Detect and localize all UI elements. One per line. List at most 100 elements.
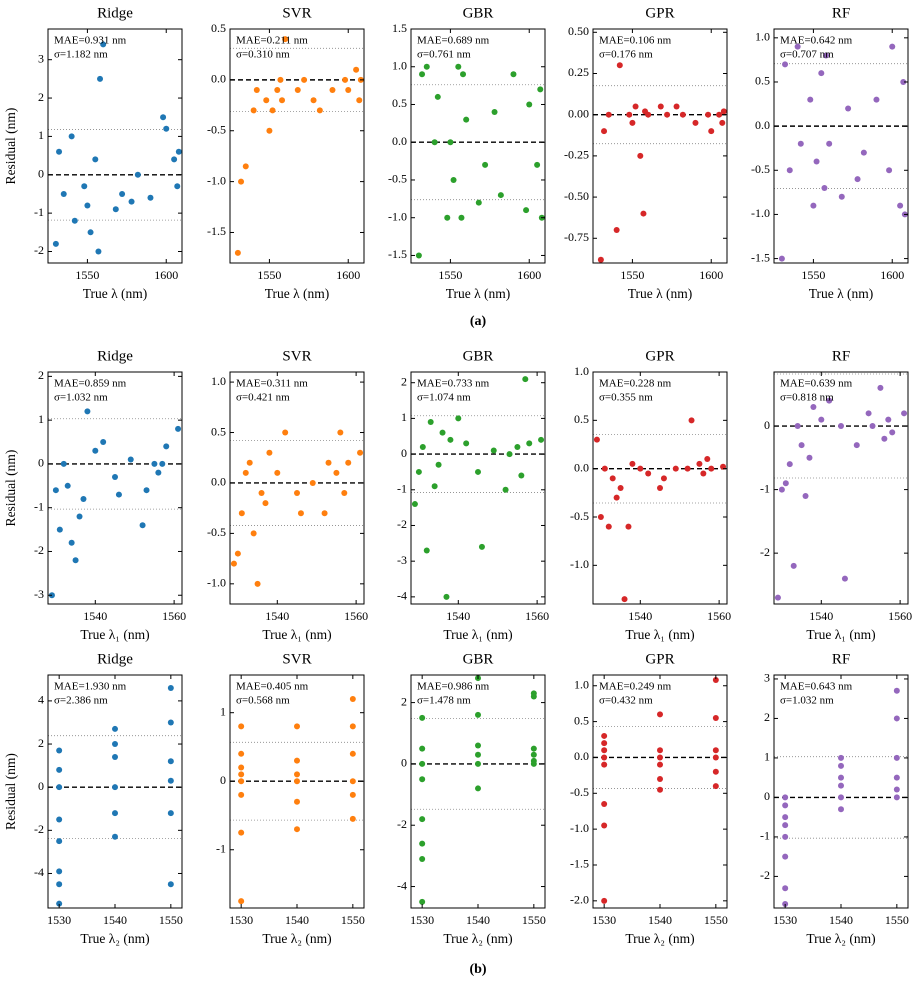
x-axis-label: True λ₂ (nm) — [262, 931, 331, 946]
y-tick-label: 0.25 — [568, 65, 589, 79]
y-tick-label: -2 — [397, 517, 407, 531]
point — [900, 78, 907, 85]
x-tick-label: 1550 — [704, 913, 728, 927]
point — [688, 417, 695, 424]
y-tick-label: -4 — [397, 878, 407, 892]
y-tick-label: 4 — [38, 693, 44, 707]
sigma-annotation: σ=0.355 nm — [599, 392, 653, 404]
point — [112, 741, 118, 748]
point — [52, 487, 59, 494]
point — [349, 815, 356, 822]
point — [838, 193, 845, 200]
x-tick-label: 1550 — [341, 913, 365, 927]
point — [238, 771, 245, 778]
point — [889, 43, 896, 50]
sigma-annotation: σ=2.386 nm — [54, 695, 108, 707]
point — [475, 760, 481, 767]
point — [419, 898, 426, 905]
axes-frame — [410, 674, 546, 909]
y-tick-label: -1.0 — [388, 209, 407, 223]
point — [175, 148, 182, 155]
y-tick-label: -4 — [397, 589, 407, 603]
y-tick-label: -2 — [34, 822, 44, 836]
x-axis-label: True λ (nm) — [628, 286, 693, 301]
point — [56, 747, 63, 754]
point — [673, 103, 680, 110]
point — [523, 207, 530, 214]
mae-annotation: MAE=0.689 nm — [417, 35, 490, 47]
point — [782, 853, 789, 860]
point — [167, 810, 174, 817]
x-axis-label: True λ₁ (nm) — [80, 627, 149, 642]
point — [353, 66, 360, 73]
mae-annotation: MAE=0.642 nm — [780, 35, 853, 47]
y-tick-label: 2 — [38, 736, 44, 750]
x-axis-label: True λ₂ (nm) — [806, 931, 875, 946]
point — [119, 190, 126, 197]
point — [87, 229, 94, 236]
point — [112, 833, 118, 840]
point — [435, 461, 442, 468]
x-tick-label: 1530 — [229, 913, 253, 927]
point — [92, 156, 99, 163]
point — [813, 158, 820, 165]
mae-annotation: MAE=0.106 nm — [599, 35, 672, 47]
y-tick-label: 0 — [764, 418, 770, 432]
point — [294, 778, 300, 785]
mae-annotation: MAE=0.931 nm — [54, 35, 127, 47]
point — [708, 465, 715, 472]
x-tick-label: 1530 — [47, 913, 71, 927]
point — [439, 429, 446, 436]
point — [160, 114, 167, 121]
axes-frame — [47, 371, 183, 605]
point — [68, 539, 75, 546]
point — [537, 86, 544, 93]
point — [345, 459, 352, 466]
sigma-annotation: σ=1.032 nm — [54, 392, 108, 404]
point — [337, 429, 344, 436]
point — [601, 801, 608, 808]
point — [601, 754, 608, 761]
y-tick-label: 1 — [220, 704, 226, 718]
point — [139, 522, 146, 529]
x-tick-label: 1550 — [75, 268, 99, 282]
point — [838, 782, 844, 789]
panel-label: (b) — [469, 962, 486, 977]
axes-frame — [773, 28, 909, 264]
y-tick-label: 0.0 — [211, 72, 226, 86]
point — [605, 111, 612, 118]
subplot-title: RF — [832, 348, 850, 364]
point — [230, 560, 237, 567]
point — [530, 757, 537, 764]
x-tick-label: 1550 — [438, 268, 462, 282]
y-tick-label: -1 — [760, 829, 770, 843]
point — [660, 475, 667, 482]
point — [881, 435, 888, 442]
y-tick-label: 2 — [401, 374, 407, 388]
x-tick-label: 1550 — [522, 913, 546, 927]
point — [782, 61, 789, 68]
y-tick-label: 0.5 — [211, 424, 226, 438]
y-tick-label: 1.0 — [211, 374, 226, 388]
point — [645, 470, 652, 477]
point — [419, 443, 426, 450]
y-tick-label: 1.5 — [392, 21, 407, 35]
sigma-annotation: σ=0.707 nm — [780, 49, 834, 61]
subplot-title: GPR — [645, 348, 674, 364]
y-tick-label: -0.5 — [388, 172, 407, 186]
mae-annotation: MAE=0.643 nm — [780, 681, 853, 693]
point — [455, 415, 462, 422]
point — [601, 747, 608, 754]
point — [530, 751, 537, 758]
point — [250, 530, 257, 537]
axes-frame — [592, 371, 728, 605]
y-tick-label: -1.0 — [570, 821, 589, 835]
point — [626, 111, 633, 118]
point — [415, 468, 422, 475]
point — [838, 423, 844, 430]
point — [475, 742, 481, 749]
point — [238, 510, 245, 517]
x-tick-label: 1540 — [83, 609, 107, 623]
y-tick-label: -1.5 — [751, 250, 770, 264]
point — [175, 425, 182, 432]
